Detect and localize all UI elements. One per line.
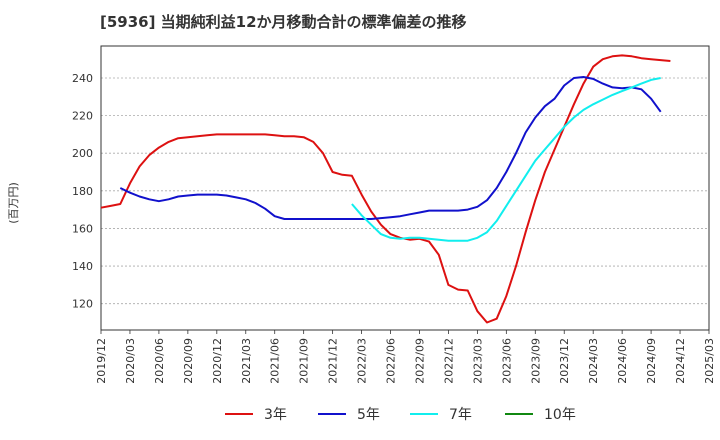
series-line-1 — [119, 76, 662, 220]
plot-frame — [100, 45, 710, 331]
series-layer — [100, 54, 671, 324]
x-tick-label: 2024/03 — [587, 338, 600, 384]
axis-layer: 120 140 160 180 200 220 240 2019/12 2020/03 2020/… — [72, 45, 716, 384]
x-tick-label: 2025/03 — [703, 338, 716, 384]
x-tick-label: 2021/12 — [327, 338, 340, 384]
x-tick-label: 2024/12 — [674, 338, 687, 384]
chart-title: [5936] 当期純利益12か月移動合計の標準偏差の推移 — [100, 13, 467, 31]
x-tick-label: 2024/06 — [616, 338, 629, 384]
y-tick-label: 140 — [72, 260, 93, 273]
x-tick-label: 2020/03 — [124, 338, 137, 384]
x-tick-label: 2022/09 — [413, 338, 426, 384]
series-line-2 — [351, 77, 661, 242]
x-tick-label: 2024/09 — [645, 338, 658, 384]
y-tick-label: 240 — [72, 72, 93, 85]
x-tick-label: 2021/09 — [298, 338, 311, 384]
legend-label-3: 10年 — [544, 407, 576, 423]
y-tick-label: 200 — [72, 147, 93, 160]
x-tick-label: 2019/12 — [95, 338, 108, 384]
x-tick-label: 2023/03 — [471, 338, 484, 384]
legend-layer: 3年 5年 7年 10年 — [225, 407, 576, 423]
legend-label-0: 3年 — [264, 407, 287, 423]
x-tick-label: 2022/03 — [356, 338, 369, 384]
x-tick-label: 2020/12 — [211, 338, 224, 384]
y-tick-label: 160 — [72, 222, 93, 235]
y-tick-label: 220 — [72, 110, 93, 123]
x-tick-label: 2021/06 — [269, 338, 282, 384]
legend-label-1: 5年 — [357, 407, 380, 423]
y-tick-label: 120 — [72, 298, 93, 311]
x-tick-label: 2021/03 — [240, 338, 253, 384]
series-line-0 — [100, 54, 671, 324]
x-tick-label: 2020/09 — [182, 338, 195, 384]
grid-layer — [101, 77, 709, 305]
x-tick-label: 2022/12 — [442, 338, 455, 384]
x-tick-label: 2023/09 — [529, 338, 542, 384]
x-tick-label: 2022/06 — [385, 338, 398, 384]
legend-label-2: 7年 — [449, 407, 472, 423]
x-tick-label: 2020/06 — [153, 338, 166, 384]
x-tick-label: 2023/06 — [500, 338, 513, 384]
y-tick-label: 180 — [72, 185, 93, 198]
x-tick-label: 2023/12 — [558, 338, 571, 384]
